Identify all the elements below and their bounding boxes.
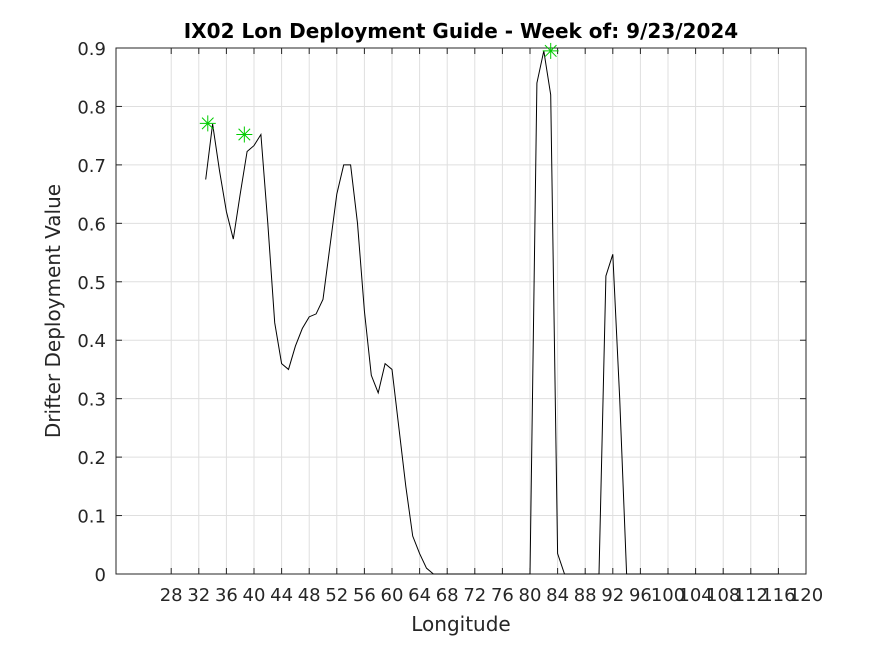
grid — [116, 47, 807, 575]
x-tick-label: 72 — [463, 585, 486, 606]
x-tick-label: 84 — [546, 585, 569, 606]
y-tick-label: 0.8 — [77, 97, 106, 118]
y-tick-label: 0.1 — [77, 507, 106, 528]
y-tick-label: 0.5 — [77, 273, 106, 294]
x-tick-label: 120 — [789, 585, 823, 606]
x-tick-label: 32 — [187, 585, 210, 606]
deployment-value-line — [205, 50, 779, 575]
x-tick-label: 92 — [601, 585, 624, 606]
x-tick-label: 108 — [706, 585, 740, 606]
peak-marker — [199, 115, 216, 132]
x-tick-label: 116 — [761, 585, 795, 606]
plot-frame — [115, 47, 807, 575]
x-tick-label: 76 — [491, 585, 514, 606]
x-tick-label: 56 — [353, 585, 376, 606]
y-tick-label: 0.2 — [77, 448, 106, 469]
x-tick-labels: 28 32 36 40 44 48 52 56 60 64 68 72 76 80 84 88 92 961001… — [160, 585, 823, 606]
y-tick-label: 0.3 — [77, 390, 106, 411]
x-tick-label: 88 — [574, 585, 597, 606]
x-tick-label: 96 — [629, 585, 652, 606]
peak-marker — [542, 42, 559, 59]
peak-marker — [236, 126, 253, 143]
x-tick-label: 40 — [243, 585, 266, 606]
peak-markers — [199, 42, 559, 143]
y-axis-label: Drifter Deployment Value — [41, 184, 65, 438]
x-tick-label: 80 — [519, 585, 542, 606]
x-tick-label: 68 — [436, 585, 459, 606]
y-tick-label: 0.9 — [77, 39, 106, 60]
x-axis-label: Longitude — [411, 612, 510, 636]
y-tick-label: 0.4 — [77, 331, 106, 352]
x-tick-label: 28 — [160, 585, 183, 606]
x-tick-label: 100 — [651, 585, 685, 606]
x-tick-label: 44 — [270, 585, 293, 606]
y-tick-label: 0 — [95, 565, 106, 586]
y-tick-label: 0.7 — [77, 156, 106, 177]
x-tick-label: 64 — [408, 585, 431, 606]
axis-ticks — [116, 47, 807, 575]
x-tick-label: 36 — [215, 585, 238, 606]
x-tick-label: 104 — [678, 585, 712, 606]
x-tick-label: 48 — [298, 585, 321, 606]
y-tick-labels: 0 0.1 0.2 0.3 0.4 0.5 0.6 0.7 0.8 0.9 — [77, 39, 106, 586]
chart-title: IX02 Lon Deployment Guide - Week of: 9/2… — [184, 19, 738, 43]
x-tick-label: 60 — [381, 585, 404, 606]
x-tick-label: 112 — [734, 585, 768, 606]
x-tick-label: 52 — [325, 585, 348, 606]
y-tick-label: 0.6 — [77, 214, 106, 235]
